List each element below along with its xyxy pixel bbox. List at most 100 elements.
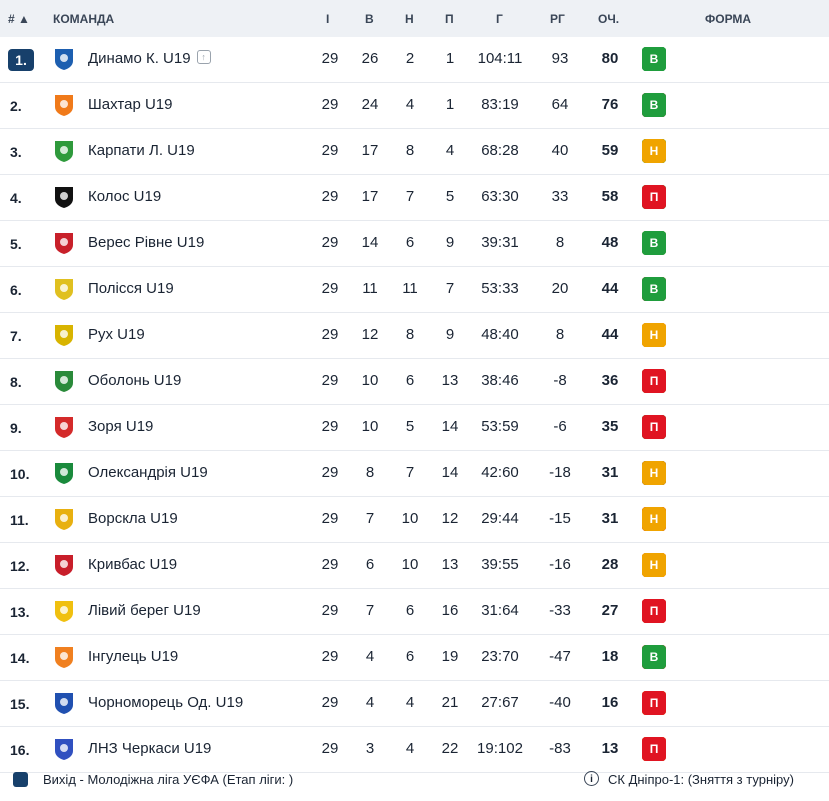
l-cell: 12 [441,510,459,527]
l-cell: 9 [445,234,455,251]
form-badge[interactable]: В [642,231,666,255]
table-row[interactable]: 16.ЛНЗ Черкаси U1929342219:102-8313?ПППН… [0,727,829,773]
table-row[interactable]: 15.Чорноморець Од. U1929442127:67-4016?П… [0,681,829,727]
pts-cell: 28 [601,556,619,573]
team-name[interactable]: Рух U19 [88,326,145,343]
form-badge[interactable]: П [642,691,666,715]
rank-cell: 4. [10,190,22,206]
lnz-logo [53,737,75,761]
team-header: КОМАНДА [53,12,115,26]
d-cell: 8 [405,326,415,343]
info-icon[interactable]: i [584,771,599,786]
goals-header: Г [496,12,503,26]
d-cell: 4 [405,740,415,757]
qualification-note: Вихід - Молодіжна ліга УЄФА (Етап ліги: … [43,772,294,787]
team-name[interactable]: Полісся U19 [88,280,174,297]
rank-header[interactable]: # ▲ [8,12,30,26]
form-badge[interactable]: Н [642,507,666,531]
l-cell: 14 [441,464,459,481]
p-cell: 29 [321,372,339,389]
table-header: # ▲ КОМАНДА І В Н П Г РГ ОЧ. ФОРМА [0,0,829,37]
w-cell: 4 [365,694,375,711]
form-badge[interactable]: Н [642,139,666,163]
form-badge[interactable]: П [642,369,666,393]
team-name[interactable]: Динамо К. U19 ↑ [88,50,211,67]
vorskla-logo [53,507,75,531]
team-name[interactable]: Зоря U19 [88,418,154,435]
form-badge[interactable]: П [642,737,666,761]
gd-cell: -33 [549,602,571,619]
p-cell: 29 [321,418,339,435]
team-name[interactable]: Чорноморець Од. U19 [88,694,244,711]
team-name[interactable]: Колос U19 [88,188,162,205]
rank-cell: 16. [10,742,30,758]
rank-cell: 15. [10,696,30,712]
pts-cell: 31 [601,510,619,527]
legend-footer: Вихід - Молодіжна ліга УЄФА (Етап ліги: … [0,765,829,793]
form-badge[interactable]: П [642,415,666,439]
form-badge[interactable]: В [642,277,666,301]
rank-cell: 12. [10,558,30,574]
w-cell: 6 [365,556,375,573]
team-name[interactable]: Шахтар U19 [88,96,173,113]
gd-cell: 20 [551,280,569,297]
played-header: І [326,12,330,26]
pts-cell: 31 [601,464,619,481]
l-cell: 13 [441,372,459,389]
g-cell: 53:33 [481,280,519,297]
form-badge[interactable]: В [642,47,666,71]
rank-cell: 1. [8,49,34,71]
gd-cell: -6 [553,418,567,435]
g-cell: 38:46 [481,372,519,389]
form-badge[interactable]: Н [642,553,666,577]
gd-cell: -16 [549,556,571,573]
form-badge[interactable]: Н [642,461,666,485]
form-badge[interactable]: Н [642,323,666,347]
gd-cell: -47 [549,648,571,665]
p-cell: 29 [321,326,339,343]
team-name[interactable]: Інгулець U19 [88,648,179,665]
team-name[interactable]: Лівий берег U19 [88,602,201,619]
form-badge[interactable]: В [642,645,666,669]
l-cell: 9 [445,326,455,343]
team-name[interactable]: Кривбас U19 [88,556,178,573]
rank-cell: 8. [10,374,22,390]
team-name[interactable]: Оболонь U19 [88,372,182,389]
d-cell: 6 [405,372,415,389]
team-name[interactable]: Олександрія U19 [88,464,208,481]
team-name[interactable]: Верес Рівне U19 [88,234,205,251]
inhulets-logo [53,645,75,669]
pts-cell: 18 [601,648,619,665]
l-cell: 14 [441,418,459,435]
l-cell: 13 [441,556,459,573]
form-badge[interactable]: П [642,185,666,209]
form-badge[interactable]: В [642,93,666,117]
form-badge[interactable]: П [642,599,666,623]
team-name[interactable]: ЛНЗ Черкаси U19 [88,740,212,757]
g-cell: 23:70 [481,648,519,665]
team-name[interactable]: Ворскла U19 [88,510,178,527]
rank-cell: 6. [10,282,22,298]
g-cell: 83:19 [481,96,519,113]
team-name[interactable]: Карпати Л. U19 [88,142,195,159]
gd-cell: 33 [551,188,569,205]
pts-cell: 44 [601,326,619,343]
kolos-logo [53,185,75,209]
d-cell: 10 [401,556,419,573]
rank-cell: 5. [10,236,22,252]
w-cell: 7 [365,510,375,527]
